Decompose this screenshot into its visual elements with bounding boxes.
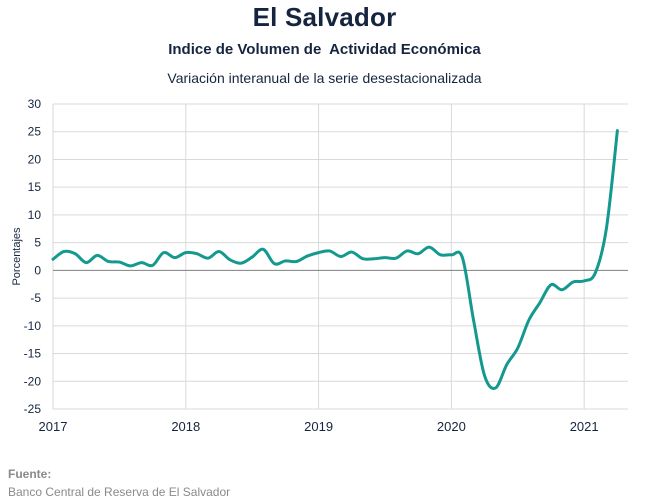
- x-tick-label: 2019: [304, 419, 333, 434]
- data-point: [483, 375, 485, 377]
- y-axis-label: Porcentajes: [11, 227, 23, 286]
- data-point: [63, 250, 65, 252]
- line-chart: 30 25 20 15 10 5 0 -5 -10 -15 -20 -25 2017 2018 2019 20…: [11, 97, 628, 434]
- data-point: [539, 301, 541, 303]
- data-point: [317, 251, 319, 253]
- data-point: [185, 251, 187, 253]
- y-tick-label: 15: [28, 180, 42, 194]
- y-tick-label: 20: [28, 152, 42, 166]
- data-point: [96, 254, 98, 256]
- data-point: [240, 262, 242, 264]
- data-point: [196, 253, 198, 255]
- data-point: [373, 258, 375, 260]
- source-text: Banco Central de Reserva de El Salvador: [8, 485, 231, 499]
- y-tick-label: 10: [28, 208, 42, 222]
- data-point: [461, 256, 463, 258]
- data-point: [85, 261, 87, 263]
- chart-subtitle-secondary: Variación interanual de la serie desesta…: [167, 70, 482, 86]
- data-point: [151, 264, 153, 266]
- data-point: [395, 257, 397, 259]
- data-point: [52, 258, 54, 260]
- data-point: [362, 258, 364, 260]
- data-point: [572, 281, 574, 283]
- y-tick-label: -20: [24, 374, 42, 388]
- data-point: [340, 255, 342, 257]
- data-point: [594, 272, 596, 274]
- data-point: [428, 246, 430, 248]
- data-point: [506, 363, 508, 365]
- data-point: [472, 319, 474, 321]
- data-point: [406, 250, 408, 252]
- data-point: [262, 248, 264, 250]
- data-point: [207, 257, 209, 259]
- data-point: [118, 261, 120, 263]
- x-tick-label: 2021: [570, 419, 599, 434]
- series-line: [51, 129, 619, 390]
- data-point: [140, 261, 142, 263]
- y-tick-label: -10: [24, 319, 42, 333]
- data-point: [517, 347, 519, 349]
- chart-title: El Salvador: [252, 2, 397, 32]
- data-point: [550, 284, 552, 286]
- y-tick-label: 0: [34, 263, 41, 277]
- data-point: [384, 256, 386, 258]
- x-tick-label: 2018: [171, 419, 200, 434]
- y-tick-label: -5: [30, 291, 41, 305]
- y-tick-label: 5: [34, 236, 41, 250]
- data-point: [528, 319, 530, 321]
- data-point: [306, 255, 308, 257]
- chart-subtitle: Indice de Volumen de Actividad Económica: [168, 41, 481, 58]
- x-tick-label: 2020: [437, 419, 466, 434]
- y-tick-label: -15: [24, 347, 42, 361]
- data-point: [439, 254, 441, 256]
- y-tick-label: 25: [28, 125, 42, 139]
- data-point: [494, 387, 496, 389]
- data-point: [616, 129, 618, 131]
- data-point: [74, 253, 76, 255]
- data-point: [107, 260, 109, 262]
- data-point: [561, 289, 563, 291]
- data-point: [284, 260, 286, 262]
- data-point: [273, 263, 275, 265]
- data-point: [583, 280, 585, 282]
- data-point: [174, 256, 176, 258]
- data-point: [295, 260, 297, 262]
- x-tick-label: 2017: [39, 419, 68, 434]
- data-point: [129, 265, 131, 267]
- data-point: [605, 228, 607, 230]
- data-point: [351, 251, 353, 253]
- data-point: [251, 256, 253, 258]
- data-point: [417, 253, 419, 255]
- source-label: Fuente:: [8, 467, 52, 481]
- data-point: [218, 250, 220, 252]
- data-point: [162, 251, 164, 253]
- data-point: [328, 250, 330, 252]
- data-point: [229, 259, 231, 261]
- y-tick-label: -25: [24, 402, 42, 416]
- data-point: [450, 254, 452, 256]
- y-tick-label: 30: [28, 97, 42, 111]
